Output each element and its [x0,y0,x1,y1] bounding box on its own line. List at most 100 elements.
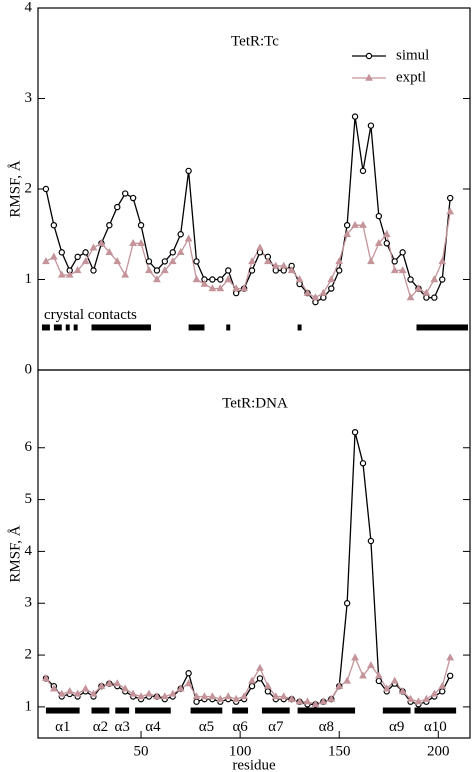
crystal-contact [73,324,78,331]
data-point [232,289,240,297]
data-point [438,681,447,689]
data-point [168,257,177,265]
helix-bar [261,707,290,714]
data-point [327,694,336,702]
helix-bar [297,707,356,714]
data-point [287,266,296,274]
data-point [414,284,423,292]
data-point [121,270,130,278]
data-point [351,220,359,228]
legend-label: exptl [396,69,426,85]
data-point [248,676,256,684]
data-point [279,261,288,269]
data-point [446,653,455,661]
data-point [382,684,391,692]
data-point [153,267,161,274]
helix-label: α9 [389,719,404,735]
data-point [82,249,89,256]
data-point [177,231,184,238]
data-point [97,681,106,689]
data-point [406,293,415,301]
data-point [359,220,367,228]
x-tick-label: 100 [229,743,252,759]
helix-label: α2 [93,719,108,735]
data-point [303,288,312,296]
data-point [303,697,312,705]
data-point [343,600,351,607]
data-point [335,681,344,689]
x-tick-label: 200 [427,743,450,759]
data-point [184,234,193,242]
data-point [176,684,185,692]
data-point [153,692,161,700]
data-point [240,284,248,292]
data-point [256,249,264,256]
data-point [193,258,200,265]
data-point [343,221,351,229]
data-point [256,663,264,671]
data-point [312,298,319,306]
data-point [225,267,232,274]
y-tick-label: 3 [25,90,33,106]
data-point [185,670,192,677]
data-point [113,257,122,265]
data-point [359,671,367,679]
data-point [145,258,153,265]
data-point [73,689,82,697]
data-point [137,692,145,700]
data-point [407,276,414,283]
data-point [160,692,169,700]
data-point [375,212,383,220]
y-tick-label: 6 [25,439,33,455]
data-point [390,676,399,684]
y-tick-label: 3 [25,595,33,611]
helix-label: α6 [232,719,248,735]
data-point [49,684,58,692]
data-point [169,249,176,256]
data-point [145,266,153,274]
data-point [97,238,106,246]
data-point [42,257,50,265]
data-point [184,679,193,687]
helix-label: α5 [199,719,214,735]
data-point [446,672,454,680]
data-point [295,275,304,283]
crystal-contact [53,324,62,331]
data-point [280,267,287,274]
data-point [367,122,375,129]
data-point [161,258,169,265]
data-point [105,248,114,256]
helix-label: α8 [319,719,334,735]
data-point [383,240,390,247]
data-point [216,694,225,702]
data-point [335,257,344,265]
data-point [422,694,431,702]
data-point [430,275,439,283]
crystal-contact [226,324,231,331]
helix-bar [382,707,411,714]
data-point [374,238,383,246]
data-point [200,279,209,287]
helix-label: α7 [268,719,284,735]
data-point [176,248,185,256]
data-point [439,688,446,695]
data-point [359,460,367,467]
data-point [351,428,359,436]
data-point [446,207,455,215]
helix-bar [115,707,130,714]
helix-bar [135,707,171,714]
data-point [137,221,145,229]
data-point [256,675,264,682]
x-tick-label: 150 [328,743,351,759]
data-point [65,270,74,278]
data-point [320,294,327,301]
data-point [399,249,406,256]
legend-marker [365,73,373,81]
y-tick-label: 0 [25,361,33,377]
data-point [271,261,280,269]
y-axis-label: RMSF, Å [7,160,23,217]
crystal-contact [41,324,50,331]
series-line [45,655,451,705]
data-point [327,275,336,283]
